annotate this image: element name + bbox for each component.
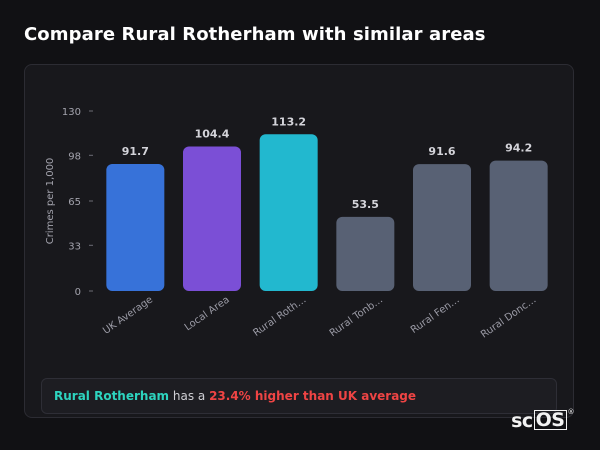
bar-value-label: 91.6 <box>428 145 455 158</box>
page-title: Compare Rural Rotherham with similar are… <box>24 24 486 45</box>
bar-value-label: 104.4 <box>195 127 230 140</box>
y-tick-label: 130 <box>62 107 81 118</box>
y-tick-label: 0 <box>75 287 81 298</box>
x-category-label: Rural Donc… <box>479 294 538 340</box>
bar-value-label: 94.2 <box>505 142 532 155</box>
bar-value-label: 113.2 <box>271 115 306 128</box>
scos-logo: sc OS ® <box>511 408 575 432</box>
y-tick-label: 98 <box>68 151 81 162</box>
bar <box>336 216 395 291</box>
summary-difference: 23.4% higher than UK average <box>209 389 417 403</box>
crime-rate-bar-chart: 0 33 65 98 130 Crimes per 1,000 91.7 UK Average… <box>45 107 548 341</box>
bar-value-label: 91.7 <box>122 145 149 158</box>
x-category-label: UK Average <box>101 294 155 336</box>
bar <box>413 164 471 291</box>
summary-middle-text: has a <box>169 389 210 403</box>
y-axis-label: Crimes per 1,000 <box>45 158 56 245</box>
y-tick-label: 65 <box>68 197 81 208</box>
logo-registered-mark: ® <box>567 408 575 416</box>
bar-value-label: 53.5 <box>352 198 379 211</box>
x-category-label: Rural Tonb… <box>328 294 385 339</box>
summary-area-name: Rural Rotherham <box>54 389 170 403</box>
x-category-label: Local Area <box>183 294 232 333</box>
x-category-label: Rural Fen… <box>409 294 462 336</box>
bar <box>183 146 241 291</box>
chart-card: 0 33 65 98 130 Crimes per 1,000 91.7 UK Average… <box>24 64 574 418</box>
logo-boxed: OS <box>533 409 567 431</box>
bar <box>106 164 165 291</box>
bar <box>489 160 548 291</box>
bar <box>259 134 318 291</box>
comparison-summary: Rural Rotherham has a 23.4% higher than … <box>41 378 557 414</box>
x-category-label: Rural Roth… <box>251 294 308 339</box>
y-tick-label: 33 <box>68 241 81 252</box>
logo-prefix: sc <box>511 410 533 432</box>
